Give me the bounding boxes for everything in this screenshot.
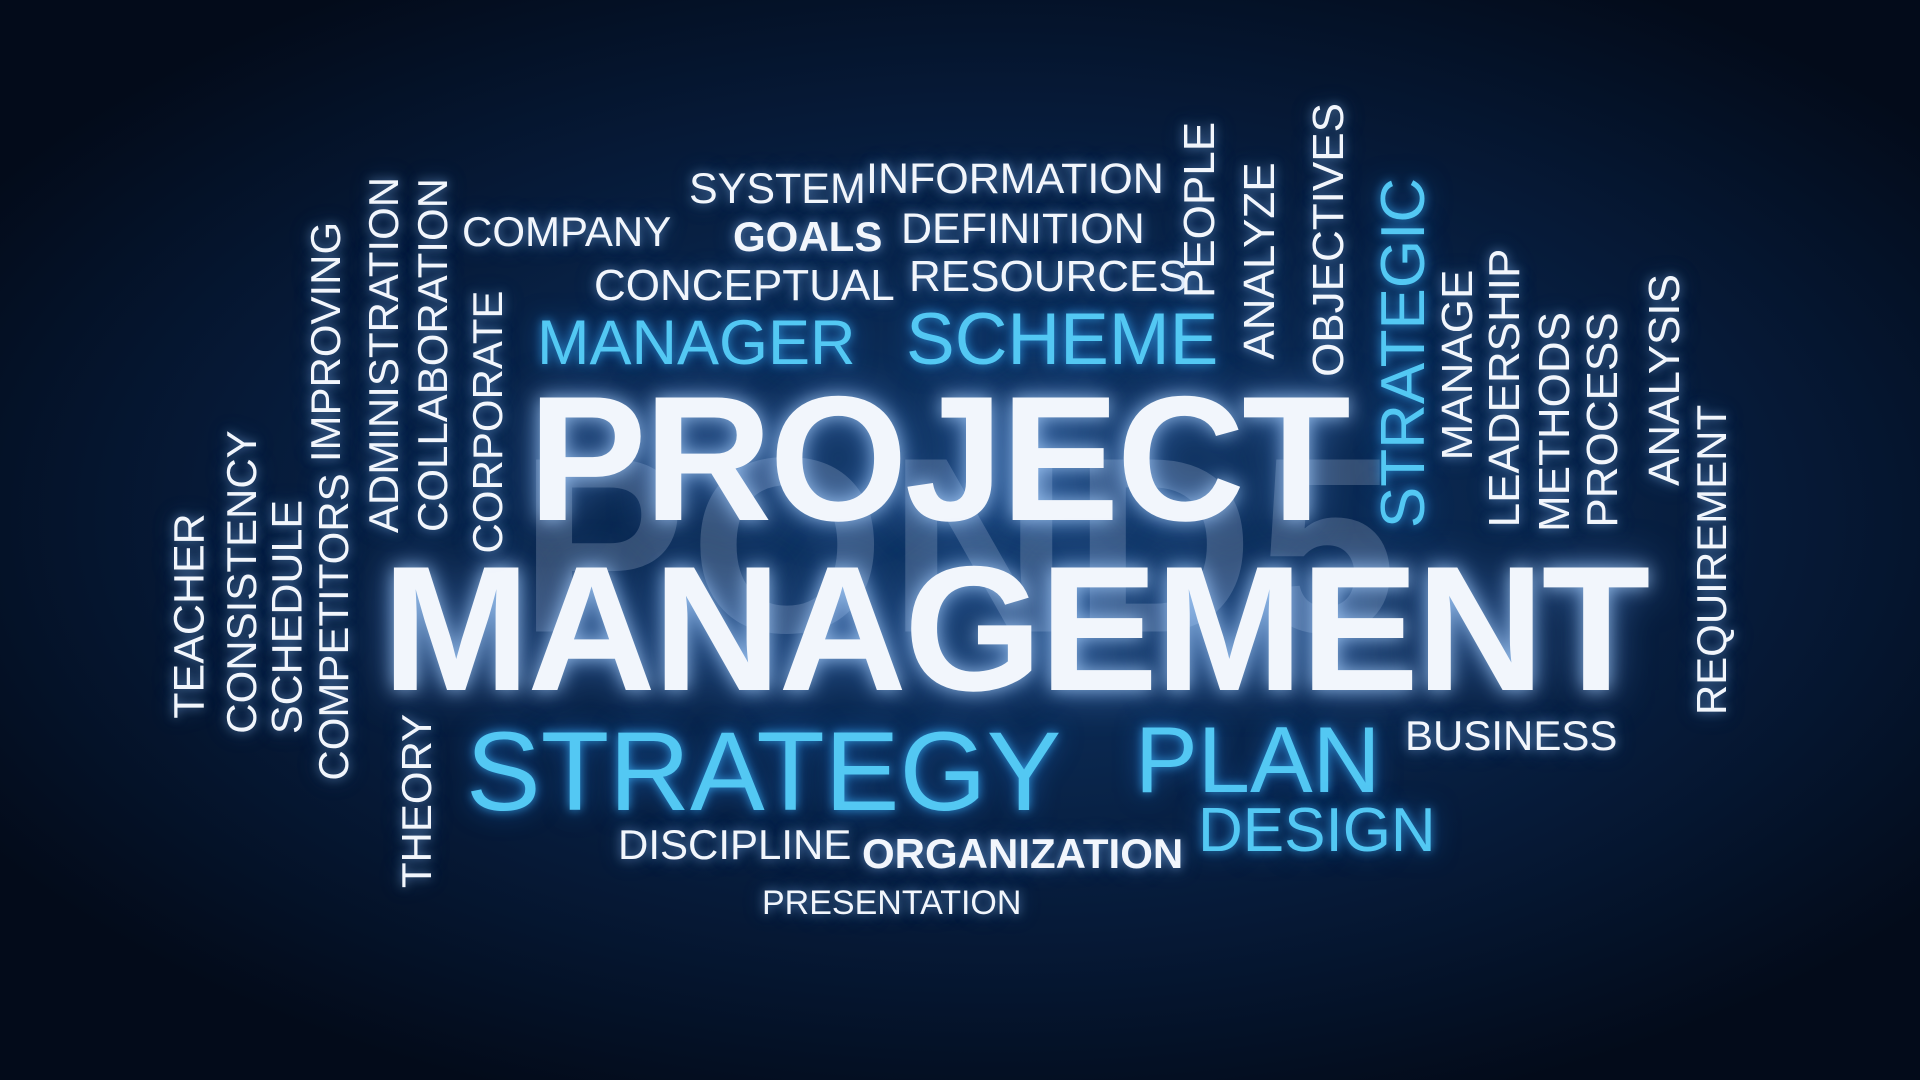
word-manager: MANAGER xyxy=(537,308,856,378)
word-teacher: TEACHER xyxy=(165,513,214,719)
word-discipline: DISCIPLINE xyxy=(618,821,852,868)
word-system: SYSTEM xyxy=(689,165,866,213)
word-business: BUSINESS xyxy=(1405,712,1618,759)
word-scheme: SCHEME xyxy=(906,299,1219,380)
word-organization: ORGANIZATION xyxy=(862,830,1184,877)
word-company: COMPANY xyxy=(462,208,672,255)
word-collaboration: COLLABORATION xyxy=(409,178,456,532)
word-strategic: STRATEGIC xyxy=(1369,177,1438,529)
word-corporate: CORPORATE xyxy=(464,290,511,554)
word-people: PEOPLE xyxy=(1175,121,1224,299)
word-requirement: REQUIREMENT xyxy=(1688,404,1735,716)
word-presentation: PRESENTATION xyxy=(762,884,1022,922)
word-resources: RESOURCES xyxy=(909,252,1188,301)
word-manage: MANAGE xyxy=(1433,269,1482,461)
word-process: PROCESS xyxy=(1578,312,1627,528)
word-strategy: STRATEGY xyxy=(466,709,1062,834)
word-objectives: OBJECTIVES xyxy=(1304,103,1353,377)
word-leadership: LEADERSHIP xyxy=(1480,248,1529,528)
word-design: DESIGN xyxy=(1198,796,1436,865)
word-management: MANAGEMENT xyxy=(382,529,1650,728)
word-theory: THEORY xyxy=(393,713,440,889)
word-administration: ADMINISTRATION xyxy=(360,176,407,534)
word-information: INFORMATION xyxy=(866,155,1164,203)
word-conceptual: CONCEPTUAL xyxy=(594,261,895,310)
word-project: PROJECT xyxy=(528,359,1351,558)
word-improving: IMPROVING xyxy=(302,221,349,463)
word-methods: METHODS xyxy=(1530,312,1579,532)
word-analyze: ANALYZE xyxy=(1235,162,1284,360)
word-definition: DEFINITION xyxy=(901,205,1145,253)
word-schedule: SCHEDULE xyxy=(263,499,312,735)
word-analysis: ANALYSIS xyxy=(1640,274,1689,486)
word-plan: PLAN xyxy=(1135,707,1381,812)
word-competitors: COMPETITORS xyxy=(310,473,357,781)
word-goals: GOALS xyxy=(733,213,883,260)
word-consistency: CONSISTENCY xyxy=(218,430,265,734)
